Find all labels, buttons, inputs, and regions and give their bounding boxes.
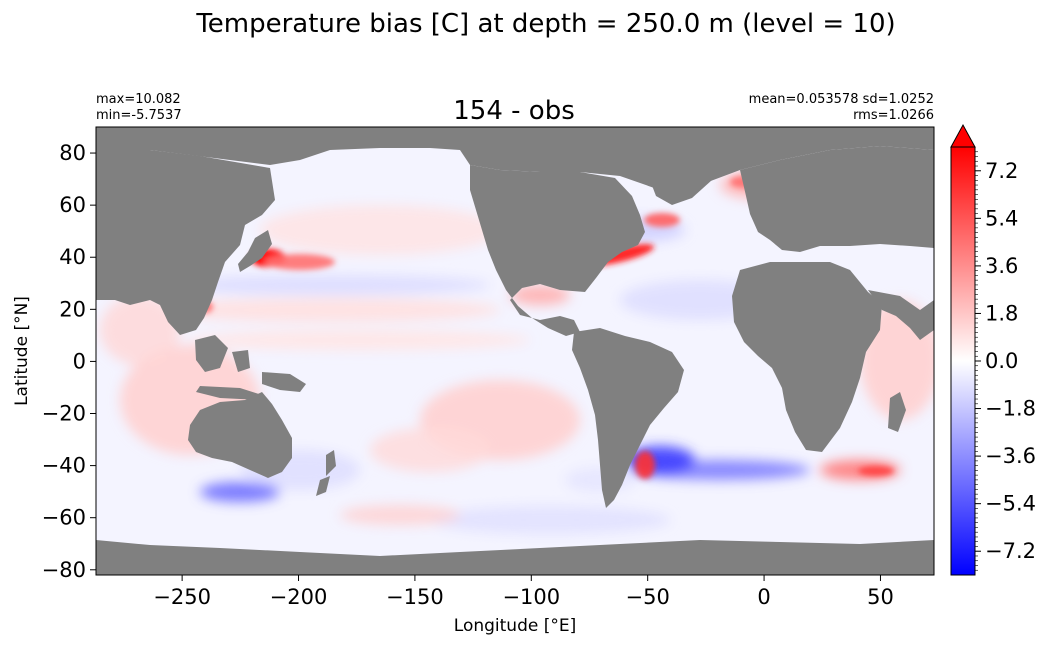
stat-rms: rms=1.0266 bbox=[853, 108, 934, 123]
x-tick-label: −50 bbox=[626, 585, 670, 609]
europe bbox=[740, 146, 934, 252]
greenland bbox=[640, 146, 720, 205]
africa bbox=[732, 262, 882, 452]
south-america bbox=[572, 328, 684, 508]
colorbar-tick-label: 7.2 bbox=[985, 159, 1018, 183]
stat-min: min=-5.7537 bbox=[96, 108, 182, 123]
stat-mean-sd: mean=0.053578 sd=1.0252 bbox=[749, 92, 934, 107]
australia bbox=[188, 392, 292, 478]
colorbar-ticks: 7.2 5.4 3.6 1.8 0.0 −1.8 −3.6 −5.4 −7.2 bbox=[975, 159, 1036, 563]
colorbar-tick-label: −3.6 bbox=[985, 444, 1036, 468]
colorbar-tick-label: 1.8 bbox=[985, 301, 1018, 325]
indonesia bbox=[195, 335, 262, 400]
stat-max: max=10.082 bbox=[96, 92, 181, 107]
x-tick-label: −200 bbox=[270, 585, 328, 609]
colorbar-tick-label: −5.4 bbox=[985, 492, 1036, 516]
y-tick-label: 80 bbox=[59, 141, 86, 165]
colorbar-tick-label: 0.0 bbox=[985, 349, 1018, 373]
y-tick-label: −60 bbox=[42, 506, 86, 530]
figure-suptitle: Temperature bias [C] at depth = 250.0 m … bbox=[195, 9, 895, 39]
land-masses bbox=[96, 127, 934, 575]
axes-frame bbox=[95, 126, 935, 576]
y-axis: 80 60 40 20 0 −20 −40 −60 −80 bbox=[42, 141, 96, 582]
colorbar-tick-label: −1.8 bbox=[985, 397, 1036, 421]
x-tick-label: −100 bbox=[502, 585, 560, 609]
x-tick-label: −250 bbox=[153, 585, 211, 609]
x-tick-label: 0 bbox=[757, 585, 770, 609]
colorbar-tick-label: 3.6 bbox=[985, 254, 1018, 278]
north-america bbox=[470, 165, 645, 336]
x-axis: −250 −200 −150 −100 −50 0 50 bbox=[153, 575, 894, 609]
colorbar-extend-arrow bbox=[950, 123, 976, 148]
antarctica bbox=[96, 540, 934, 575]
y-tick-label: −80 bbox=[42, 558, 86, 582]
x-tick-label: 50 bbox=[867, 585, 894, 609]
y-tick-label: 0 bbox=[73, 349, 86, 373]
colorbar: 7.2 5.4 3.6 1.8 0.0 −1.8 −3.6 −5.4 −7.2 bbox=[950, 123, 1036, 576]
y-tick-label: 60 bbox=[59, 193, 86, 217]
axes-title: 154 - obs bbox=[453, 96, 575, 126]
japan bbox=[238, 230, 272, 272]
new-guinea bbox=[262, 372, 306, 392]
colorbar-gradient bbox=[951, 147, 975, 575]
colorbar-tick-label: −7.2 bbox=[985, 539, 1036, 563]
madagascar bbox=[888, 392, 906, 432]
y-tick-label: −20 bbox=[42, 402, 86, 426]
new-zealand bbox=[316, 450, 336, 496]
x-axis-label: Longitude [°E] bbox=[454, 616, 576, 636]
colorbar-tick-label: 5.4 bbox=[985, 206, 1018, 230]
y-tick-label: 40 bbox=[59, 245, 86, 269]
y-tick-label: −40 bbox=[42, 454, 86, 478]
y-tick-label: 20 bbox=[59, 297, 86, 321]
arctic-land bbox=[96, 127, 934, 190]
map-plot-area bbox=[96, 127, 934, 575]
x-tick-label: −150 bbox=[386, 585, 444, 609]
arabia-india bbox=[868, 290, 934, 340]
asia-east bbox=[96, 150, 275, 335]
y-axis-label: Latitude [°N] bbox=[12, 296, 32, 406]
